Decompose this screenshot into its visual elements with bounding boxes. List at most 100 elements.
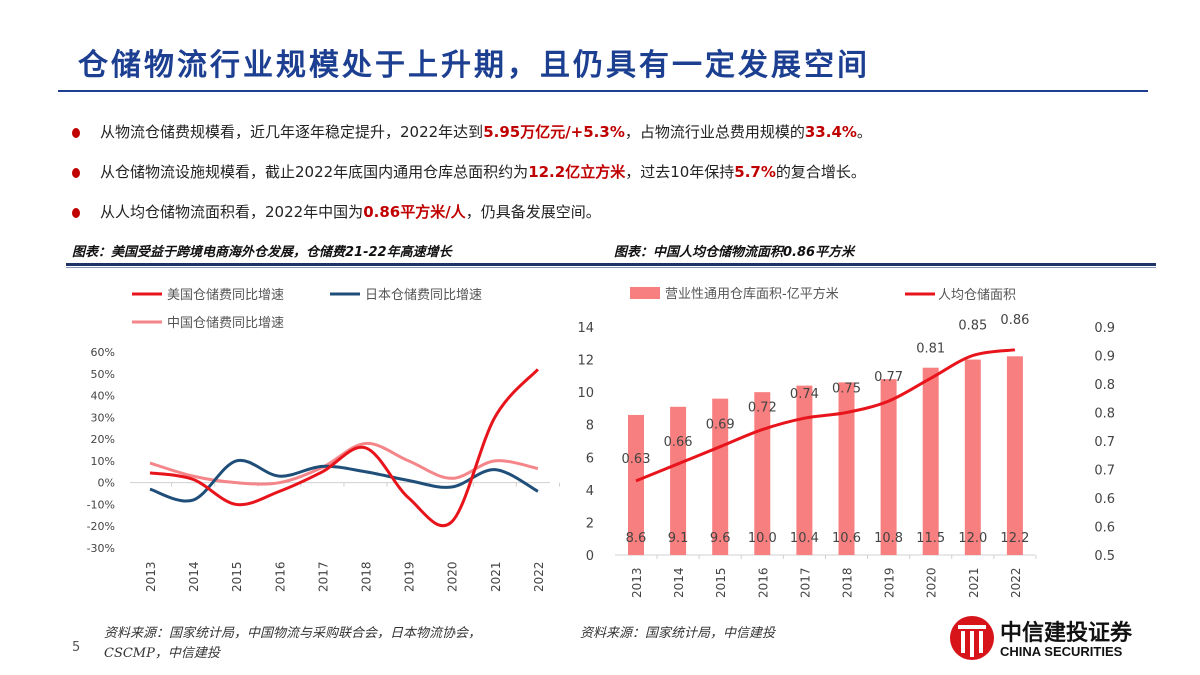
bullet-text: 的复合增长。 (775, 163, 866, 181)
legend-label: 日本仓储费同比增速 (365, 288, 482, 303)
bullet-text: 从仓储物流设施规模看，截止2022年底国内通用仓库总面积约为 (100, 163, 529, 181)
legend-swatch (630, 287, 660, 299)
x-tick-label: 2016 (756, 567, 770, 598)
left-y-tick-label: 4 (586, 484, 594, 499)
legend-label: 美国仓储费同比增速 (167, 288, 284, 303)
x-tick-label: 2022 (1009, 567, 1023, 598)
bar (964, 359, 981, 555)
source-note-right: 资料来源：国家统计局，中信建投 (580, 626, 776, 641)
bar (880, 379, 897, 555)
bar (796, 385, 813, 555)
bullet-text: ，仍具备发展空间。 (465, 203, 601, 221)
right-y-tick-label: 0.5 (1094, 549, 1115, 564)
right-y-tick-label: 0.9 (1094, 350, 1115, 365)
y-tick-label: 20% (91, 433, 115, 446)
left-y-tick-label: 8 (586, 419, 594, 434)
bar (1006, 356, 1023, 555)
bar (628, 414, 644, 555)
bullet-highlight: 33.4% (804, 123, 857, 141)
x-tick-label: 2020 (925, 567, 939, 598)
right-y-tick-label: 0.9 (1094, 321, 1115, 336)
line-data-label: 0.63 (622, 452, 651, 467)
page-title: 仓储物流行业规模处于上升期，且仍具有一定发展空间 (78, 48, 870, 83)
bar-data-label: 9.6 (710, 531, 731, 546)
bullet-text: 从物流仓储费规模看，近几年逐年稳定提升，2022年达到 (100, 123, 484, 141)
left-y-tick-label: 14 (577, 321, 594, 336)
china-securities-logo: 中信建投证券 CHINA SECURITIES (948, 613, 1148, 663)
bar-data-label: 12.0 (958, 531, 987, 546)
y-tick-label: 50% (91, 368, 115, 381)
line-data-label: 0.85 (958, 319, 987, 334)
y-tick-label: -30% (87, 542, 115, 555)
line-data-label: 0.81 (916, 341, 945, 356)
bar-data-label: 12.2 (1000, 531, 1029, 546)
legend-label: 中国仓储费同比增速 (167, 316, 284, 331)
left-y-tick-label: 6 (586, 451, 594, 466)
bar (754, 392, 771, 555)
x-tick-label: 2020 (446, 561, 460, 592)
x-tick-label: 2014 (187, 561, 201, 592)
left-y-tick-label: 12 (577, 354, 594, 369)
bullet-item: 从人均仓储物流面积看，2022年中国为0.86平方米/人，仍具备发展空间。 (72, 201, 601, 222)
y-tick-label: 40% (91, 390, 115, 403)
bullet-dot-icon (72, 127, 80, 138)
line-data-label: 0.72 (748, 401, 777, 416)
bullet-dot-icon (72, 207, 80, 218)
bullet-highlight: 12.2亿立方米 (528, 163, 626, 181)
bullet-text: ，过去10年保持 (625, 163, 735, 181)
y-tick-label: -20% (87, 520, 115, 533)
x-tick-label: 2021 (489, 561, 503, 592)
series-line-0 (149, 368, 540, 528)
y-tick-label: 0% (98, 477, 115, 490)
caption-divider-thin (66, 267, 1156, 268)
right-y-tick-label: 0.7 (1094, 464, 1115, 479)
x-tick-label: 2013 (630, 567, 644, 598)
x-tick-label: 2015 (714, 567, 728, 598)
bar (922, 367, 939, 555)
bar (712, 398, 729, 555)
series-line-2 (149, 441, 539, 486)
x-tick-label: 2013 (144, 561, 158, 592)
page-number: 5 (72, 640, 81, 655)
x-tick-label: 2021 (967, 567, 981, 598)
left-y-tick-label: 2 (586, 516, 594, 531)
bar (838, 382, 855, 555)
y-tick-label: 30% (91, 411, 115, 424)
legend-label: 营业性通用仓库面积-亿平方米 (665, 286, 839, 302)
x-tick-label: 2019 (883, 567, 897, 598)
bullet-item: 从仓储物流设施规模看，截止2022年底国内通用仓库总面积约为12.2亿立方米，过… (72, 161, 866, 182)
x-tick-label: 2019 (403, 561, 417, 592)
y-tick-label: -10% (87, 498, 115, 511)
bar-data-label: 10.6 (832, 531, 861, 546)
right-y-tick-label: 0.7 (1094, 435, 1115, 450)
x-tick-label: 2018 (360, 561, 374, 592)
x-tick-label: 2022 (532, 561, 546, 592)
bullet-dot-icon (72, 167, 80, 178)
logo-text-cn: 中信建投证券 (1000, 621, 1133, 646)
x-tick-label: 2017 (798, 567, 812, 598)
bar-data-label: 10.4 (790, 531, 819, 546)
x-tick-label: 2015 (230, 561, 244, 592)
bar-data-label: 10.8 (874, 531, 903, 546)
source-note-left: 资料来源：国家统计局，中国物流与采购联合会，日本物流协会，CSCMP，中信建投 (104, 626, 482, 661)
bar-line-chart-warehouse-area: 14 12 10 8 6 4 2 0 0.9 0.9 0.8 0.8 0.7 0.7 0.6 0.6 0.5 营业… (577, 286, 1115, 598)
line-data-label: 0.74 (790, 387, 819, 402)
x-tick-label: 2016 (273, 561, 287, 592)
bar-data-label: 8.6 (626, 531, 647, 546)
legend-label: 人均仓储面积 (938, 288, 1016, 303)
chart-caption-right: 图表：中国人均仓储物流面积0.86平方米 (614, 245, 855, 260)
right-y-tick-label: 0.6 (1094, 492, 1115, 507)
left-y-tick-label: 10 (577, 386, 594, 401)
bullet-highlight: 5.7% (734, 163, 776, 181)
right-y-tick-label: 0.6 (1094, 521, 1115, 536)
bullet-highlight: 5.95万亿元/+5.3% (483, 123, 625, 141)
line-data-label: 0.75 (832, 382, 861, 397)
line-data-label: 0.66 (664, 435, 693, 450)
right-y-tick-label: 0.8 (1094, 407, 1115, 422)
right-y-tick-label: 0.8 (1094, 378, 1115, 393)
left-y-tick-label: 0 (586, 549, 594, 564)
chart-caption-left: 图表：美国受益于跨境电商海外仓发展，仓储费21-22年高速增长 (72, 245, 452, 260)
bullet-text: 。 (856, 123, 872, 141)
caption-divider (66, 263, 1156, 266)
